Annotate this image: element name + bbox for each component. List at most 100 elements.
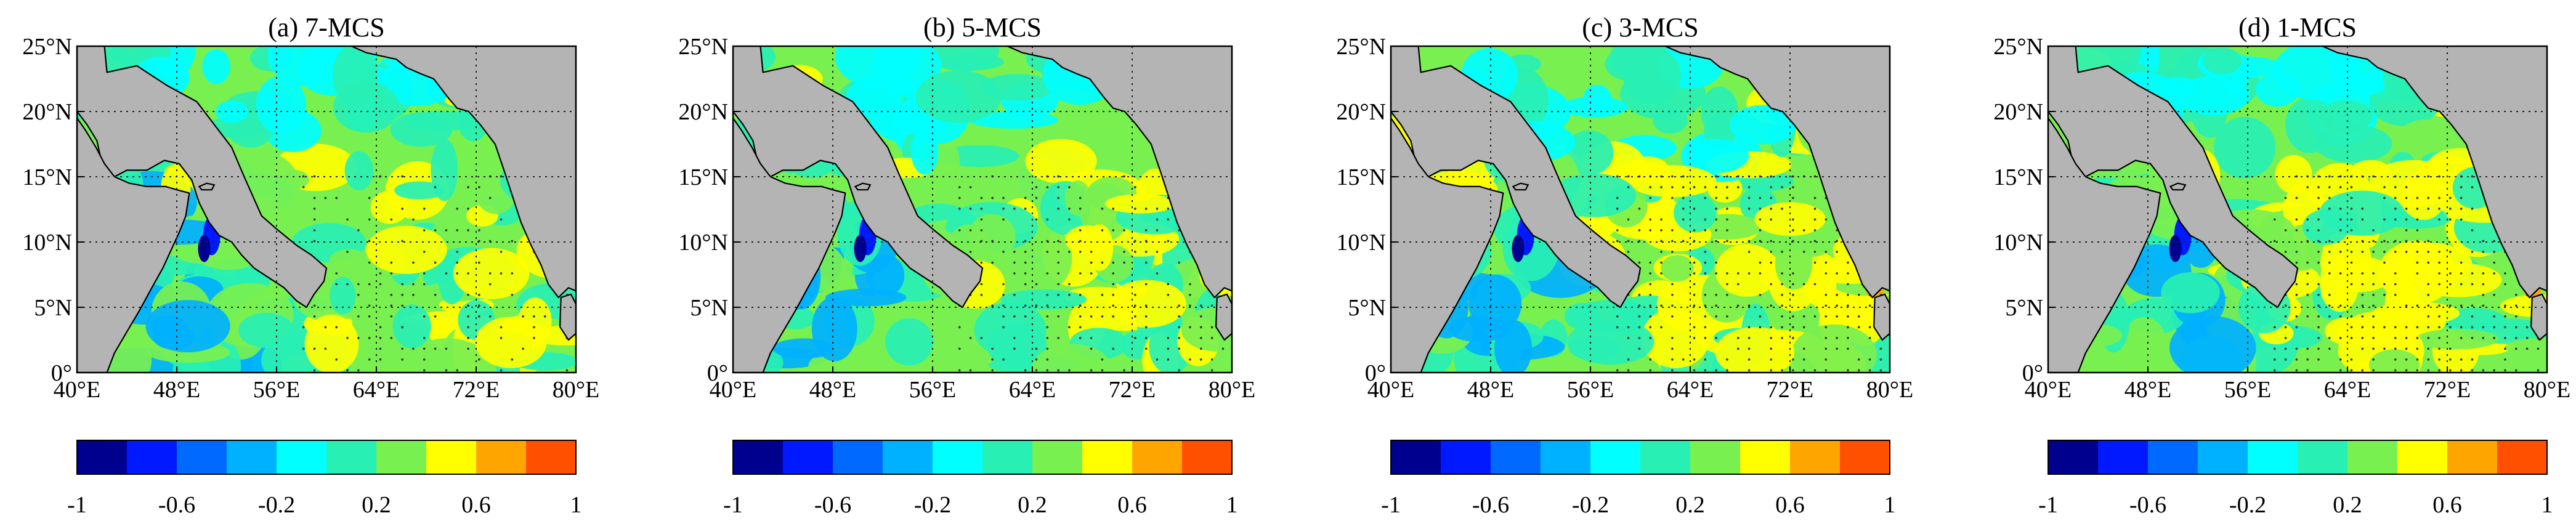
significance-dot (1836, 294, 1838, 296)
significance-dot (2361, 315, 2364, 318)
significance-dot (1813, 369, 1817, 372)
colorbar-swatch (1690, 440, 1741, 474)
significance-dot (1199, 337, 1202, 339)
significance-dot (368, 218, 371, 221)
significance-dot (1781, 304, 1783, 307)
significance-dot (1868, 337, 1871, 339)
significance-dot (2449, 251, 2452, 253)
colorbar-swatch (2148, 440, 2198, 474)
significance-dot (1748, 186, 1751, 188)
anomaly-patch (145, 300, 230, 353)
significance-dot (2460, 208, 2463, 210)
significance-dot (511, 240, 514, 243)
significance-dot (2350, 337, 2353, 339)
significance-dot (1090, 369, 1093, 372)
significance-dot (1024, 240, 1027, 243)
significance-dot (2350, 261, 2353, 264)
significance-dot (2460, 304, 2463, 307)
colorbar-swatch (277, 440, 327, 474)
significance-dot (1035, 196, 1038, 200)
significance-dot (2460, 196, 2463, 200)
significance-dot (2449, 196, 2452, 200)
significance-dot (2284, 229, 2287, 232)
anomaly-patch (1551, 173, 1637, 217)
significance-dot (357, 229, 360, 232)
significance-dot (2471, 229, 2474, 232)
colorbar-frame (732, 440, 1233, 475)
anomaly-patch (2275, 155, 2312, 194)
anomaly-patch (885, 318, 934, 366)
anomaly-patch (301, 191, 329, 213)
anomaly-patch (1025, 139, 1097, 184)
significance-dot (1847, 326, 1849, 329)
significance-dot (1144, 315, 1148, 318)
significance-dot (1825, 358, 1828, 361)
significance-dot (2317, 347, 2320, 350)
significance-dot (1847, 272, 1849, 275)
colorbar-swatch (2298, 440, 2348, 474)
significance-dot (2471, 337, 2474, 339)
anomaly-patch (198, 235, 211, 262)
significance-dot (2504, 315, 2506, 318)
significance-dot (2416, 347, 2419, 350)
colorbar: -1 -0.6 -0.2 0.2 0.6 1 (2038, 440, 2553, 518)
anomaly-patch (2320, 270, 2349, 309)
significance-dot (2317, 337, 2320, 339)
lat-tick-label: 20°N (1336, 99, 1386, 125)
significance-dot (500, 272, 503, 275)
significance-dot (1156, 251, 1159, 253)
colorbar-swatch (1740, 440, 1791, 474)
significance-dot (1792, 196, 1794, 200)
significance-dot (346, 283, 349, 286)
significance-dot (2394, 251, 2397, 253)
map-panel: (d) 1-MCS 0° 5°N 10°N 15°N 20°N 25°N 40°E 48°E 56… (1993, 12, 2570, 518)
significance-dot (357, 283, 360, 286)
significance-dot (1638, 208, 1641, 210)
significance-dot (2317, 208, 2320, 210)
significance-dot (467, 229, 469, 232)
significance-dot (1627, 337, 1630, 339)
significance-dot (1156, 272, 1159, 275)
significance-dot (324, 196, 327, 200)
significance-dot (2317, 229, 2320, 232)
significance-dot (1101, 261, 1104, 264)
lat-tick-label: 10°N (1993, 230, 2043, 256)
anomaly-patch (1105, 194, 1176, 214)
significance-dot (2504, 304, 2506, 307)
significance-dot (991, 358, 994, 361)
colorbar-tick-label: 1 (1226, 492, 1238, 518)
significance-dot (1638, 326, 1641, 329)
significance-dot (1726, 358, 1728, 361)
panel-title: (a) 7-MCS (268, 12, 384, 42)
significance-dot (1189, 358, 1191, 361)
significance-dot (958, 186, 961, 188)
significance-dot (1035, 218, 1038, 221)
significance-dot (2328, 186, 2331, 188)
significance-dot (1101, 208, 1104, 210)
significance-dot (1616, 326, 1619, 329)
significance-dot (1123, 369, 1125, 372)
lat-tick-label: 25°N (1993, 34, 2043, 60)
anomaly-patch (1661, 255, 1694, 282)
significance-dot (1199, 304, 1202, 307)
significance-dot (1671, 347, 1674, 350)
landmass (2530, 293, 2547, 341)
significance-dot (434, 229, 437, 232)
significance-dot (1660, 229, 1663, 232)
significance-dot (1693, 294, 1696, 296)
significance-dot (401, 208, 403, 210)
significance-dot (1857, 358, 1860, 361)
significance-dot (2405, 251, 2408, 253)
significance-dot (2317, 304, 2320, 307)
significance-dot (1726, 272, 1728, 275)
lat-tick-label: 0° (2022, 360, 2043, 386)
colorbar-tick-label: 0.2 (1675, 492, 1705, 518)
lon-tick-label: 40°E (710, 377, 756, 403)
significance-dot (1748, 272, 1751, 275)
significance-dot (991, 261, 994, 264)
significance-dot (1649, 186, 1651, 188)
significance-dot (980, 283, 983, 286)
significance-dot (1627, 369, 1630, 372)
anomaly-patch (366, 225, 447, 274)
significance-dot (1759, 294, 1762, 296)
